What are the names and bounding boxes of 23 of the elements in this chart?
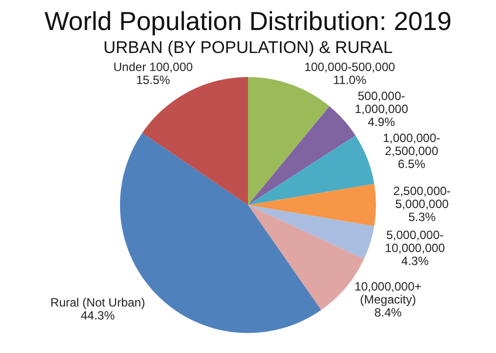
data-label: 4.3% — [401, 254, 429, 268]
slice-label: 5,000,000- 10,000,000 — [384, 228, 446, 256]
chart-title: World Population Distribution: 2019 — [44, 6, 452, 36]
slice-label: 100,000-500,000 — [304, 60, 396, 74]
data-label: 6.5% — [398, 157, 426, 172]
pie-slice — [248, 106, 356, 205]
data-label: 5.3% — [408, 210, 436, 224]
data-label: 4.9% — [368, 115, 396, 130]
slice-label: Rural (Not Urban) — [50, 296, 146, 310]
chart-subtitle: URBAN (BY POPULATION) & RURAL — [103, 38, 393, 57]
pie-slice — [248, 205, 374, 260]
data-label: 8.4% — [374, 305, 402, 320]
pie-slice — [248, 136, 374, 205]
pie-slice — [248, 77, 330, 205]
data-label: 11.0% — [333, 73, 367, 88]
slice-label: 500,000- 1,000,000 — [354, 89, 408, 116]
data-label: 44.3% — [80, 308, 116, 323]
slice-label: Under 100,000 — [113, 60, 194, 74]
slice-label: 1,000,000- 2,500,000 — [382, 131, 440, 158]
data-label: 15.5% — [136, 73, 170, 88]
pie-slice — [248, 184, 376, 226]
slice-label: 10,000,000+ (Megacity) — [354, 279, 422, 306]
slice-label: 2,500,000- 5,000,000 — [393, 184, 451, 212]
